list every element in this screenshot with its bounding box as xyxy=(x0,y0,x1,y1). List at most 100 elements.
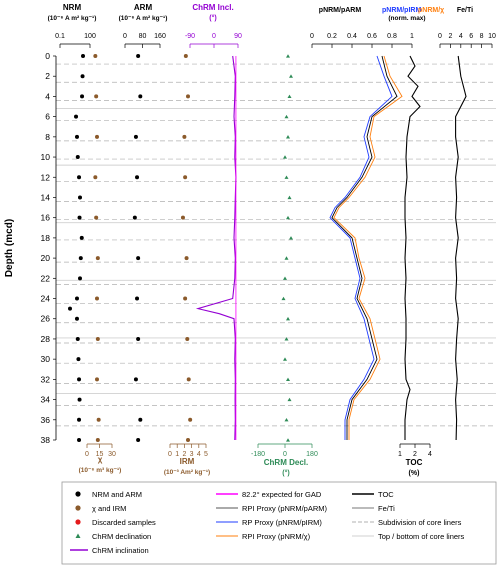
nrm-point xyxy=(78,276,82,281)
feti-top-tick-label: 10 xyxy=(488,33,496,40)
nrm-point xyxy=(80,94,85,99)
decl-point xyxy=(286,135,290,139)
incl-line xyxy=(195,55,237,441)
irm-point xyxy=(182,134,187,139)
nrm-header: NRM (10⁻⁶ A m² kg⁻¹) xyxy=(48,3,97,22)
decl-unit: (°) xyxy=(282,469,289,477)
nrm-point xyxy=(74,296,79,301)
irm-point xyxy=(183,175,188,180)
irm-point xyxy=(183,54,188,58)
decl-point xyxy=(284,256,289,260)
feti-top-tick-label: 2 xyxy=(448,33,452,40)
depth-axis-label: Depth (mcd) xyxy=(4,219,15,277)
nrm-point xyxy=(77,377,82,382)
decl-point xyxy=(287,195,292,200)
decl-point xyxy=(284,175,289,179)
depth-tick-label: 28 xyxy=(41,334,51,344)
irm-label: IRM xyxy=(180,457,195,466)
depth-tick-label: 32 xyxy=(41,374,51,384)
arm-top-tick-label: 0 xyxy=(123,33,127,40)
top-axes: 0.1 100 0 80 160 -90 0 90 0 0.2 0.4 0.6 0.8 1 0 2 4 6 8 10 xyxy=(55,33,496,48)
rpi-line xyxy=(331,55,398,440)
decl-point xyxy=(289,74,293,78)
depth-tick-label: 34 xyxy=(41,395,51,405)
decl-point xyxy=(284,417,289,422)
feti-top-tick-label: 0 xyxy=(438,33,442,40)
chi-point xyxy=(94,94,99,99)
decl-point xyxy=(286,54,290,58)
depth-tick-label: 10 xyxy=(41,152,51,162)
decl-point xyxy=(287,397,292,402)
irm-point xyxy=(185,336,190,341)
legend-label-subdivision: Subdivision of core liners xyxy=(378,518,462,527)
rpi-top-tick-label: 0.2 xyxy=(327,33,337,40)
data-series xyxy=(68,54,467,442)
decl-point xyxy=(283,357,287,361)
decl-bottom-label: ChRM Decl. (°) xyxy=(264,458,308,477)
legend-label-pirm: RP Proxy (pNRM/pIRM) xyxy=(242,518,322,527)
legend-label-feti: Fe/Ti xyxy=(378,504,395,513)
depth-tick-label: 30 xyxy=(41,354,51,364)
decl-point xyxy=(286,377,290,381)
nrm-point xyxy=(74,114,79,119)
decl-point xyxy=(289,236,293,240)
nrm-point xyxy=(81,54,86,58)
arm-top-tick-label: 160 xyxy=(154,33,166,40)
depth-tick-label: 12 xyxy=(41,172,51,182)
arm-point xyxy=(136,438,141,442)
depth-tick-label: 6 xyxy=(45,112,50,122)
toc-label: TOC xyxy=(406,458,423,467)
arm-point xyxy=(133,134,138,139)
chi-bottom-tick-label: 15 xyxy=(96,451,104,458)
depth-tick-label: 36 xyxy=(41,415,51,425)
irm-point xyxy=(186,94,190,99)
nrm-point xyxy=(77,175,82,180)
legend: NRM and ARM χ and IRM Discarded samples … xyxy=(61,481,497,565)
depth-tick-label: 18 xyxy=(41,233,51,243)
rpi-header: pNRM/pARM pNRM/pIRM (norm. max) xyxy=(319,7,426,22)
legend-label-liner: Top / bottom of core liners xyxy=(378,532,465,541)
bottom-axes: 0 15 30 0 1 2 3 4 5 -180 0 180 1 2 4 xyxy=(85,443,432,458)
depth-tick-label: 4 xyxy=(45,91,50,101)
incl-top-tick-label: -90 xyxy=(185,33,195,40)
decl-point xyxy=(286,215,290,220)
incl-header: ChRM Incl. (°) xyxy=(192,3,233,22)
rpi-title-pirm: pNRM/pIRM xyxy=(382,7,421,14)
nrm-point xyxy=(77,215,82,220)
nrm-point xyxy=(77,397,82,402)
legend-box xyxy=(61,481,497,565)
irm-point xyxy=(186,438,190,442)
legend-label-decl: ChRM declination xyxy=(92,532,151,541)
arm-top-tick-label: 80 xyxy=(139,33,147,40)
chi-point xyxy=(95,336,100,341)
toc-unit: (%) xyxy=(409,470,420,477)
arm-point xyxy=(138,417,143,422)
decl-point xyxy=(286,316,290,321)
decl-point xyxy=(284,114,289,119)
chi-point xyxy=(95,256,100,261)
nrm-point xyxy=(74,134,79,139)
arm-header: ARM (10⁻⁶ A m² kg⁻¹) xyxy=(119,3,168,22)
incl-top-tick-label: 90 xyxy=(234,33,242,40)
legend-label-toc: TOC xyxy=(378,490,394,499)
arm-point xyxy=(138,94,143,99)
chi-label: χ xyxy=(98,455,103,464)
depth-tick-label: 26 xyxy=(41,314,51,324)
feti-top-tick-label: 8 xyxy=(480,33,484,40)
irm-point xyxy=(183,296,188,301)
legend-marker-nrm xyxy=(75,491,81,497)
rpi-title-chi: pNRM/χ xyxy=(418,7,444,14)
chi-point xyxy=(95,377,99,382)
feti-title: Fe/Ti xyxy=(457,7,473,14)
rpi-subtitle: (norm. max) xyxy=(388,15,425,22)
rpi-top-tick-label: 0.6 xyxy=(367,33,377,40)
irm-bottom-tick-label: 2 xyxy=(182,451,186,458)
chi-point xyxy=(93,54,98,58)
depth-tick-label: 20 xyxy=(41,253,51,263)
legend-marker-chi xyxy=(75,505,81,511)
legend-marker-discarded xyxy=(75,519,81,525)
core-liner-grid xyxy=(56,63,496,427)
nrm-top-tick-label: 0.1 xyxy=(55,33,65,40)
